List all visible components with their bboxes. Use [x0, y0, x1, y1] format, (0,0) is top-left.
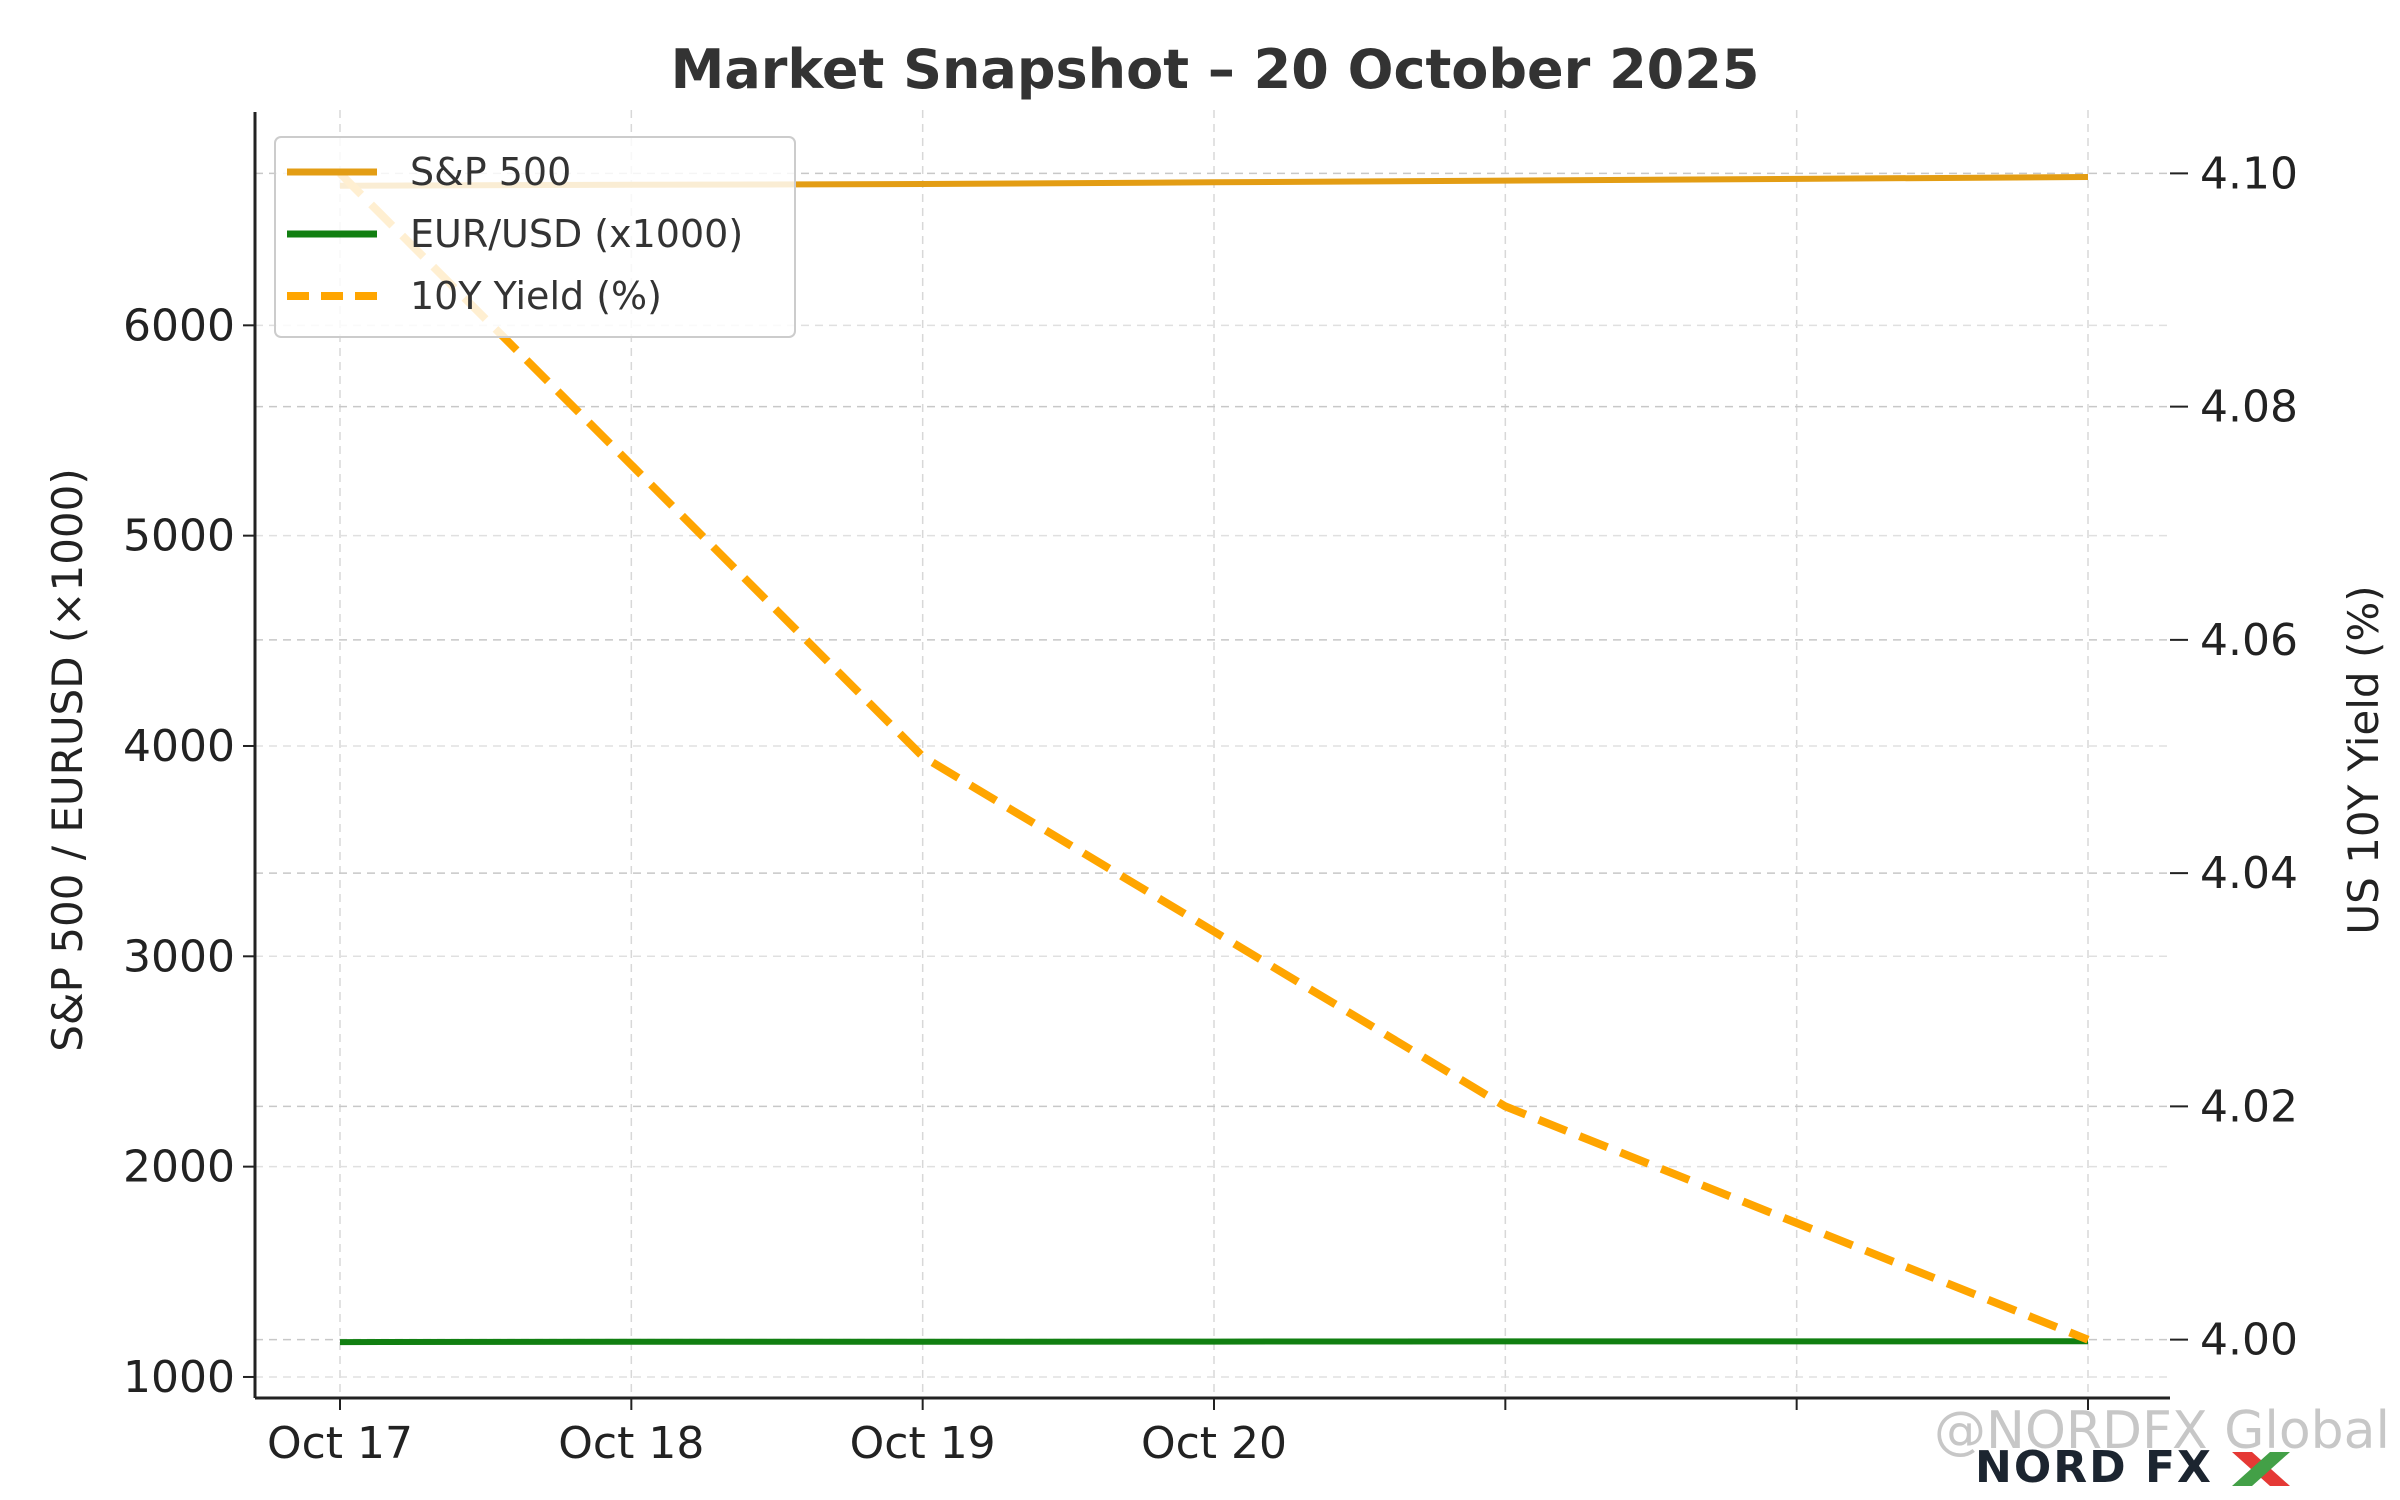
right-tick-label: 4.06 [2200, 615, 2298, 666]
right-tick-label: 4.08 [2200, 382, 2298, 433]
right-tick-label: 4.00 [2200, 1315, 2298, 1366]
left-tick-label: 6000 [123, 300, 235, 351]
axes: Oct 17 Oct 18 Oct 19 Oct 20 1000 2000 3000 4000… [123, 112, 2298, 1469]
left-tick-label: 5000 [123, 511, 235, 562]
left-axis-label: S&P 500 / EURUSD (×1000) [43, 468, 92, 1052]
legend-box [274, 136, 796, 338]
left-tick-label: 4000 [123, 721, 235, 772]
x-tick-label: Oct 17 [267, 1418, 413, 1469]
chart-title: Market Snapshot – 20 October 2025 [671, 38, 1760, 101]
nordfx-watermark: @NORDFX Global NORD FX [1934, 1401, 2390, 1493]
grid [255, 110, 2170, 1398]
legend-label-2: 10Y Yield (%) [410, 274, 662, 318]
watermark-handle: @NORDFX Global [1934, 1401, 2390, 1461]
x-tick-label: Oct 20 [1141, 1418, 1287, 1469]
series-line-2 [337, 170, 2090, 1344]
legend-label-1: EUR/USD (x1000) [410, 212, 743, 256]
left-tick-label: 2000 [123, 1142, 235, 1193]
right-axis-label: US 10Y Yield (%) [2339, 585, 2388, 934]
right-tick-label: 4.02 [2200, 1081, 2298, 1132]
series-line-1 [339, 1338, 2089, 1346]
watermark-logo: NORD FX [1975, 1442, 2213, 1493]
right-tick-label: 4.10 [2200, 148, 2298, 199]
legend: S&P 500 EUR/USD (x1000) 10Y Yield (%) [274, 136, 796, 338]
left-tick-label: 3000 [123, 931, 235, 982]
left-tick-label: 1000 [123, 1352, 235, 1403]
logo-x-stroke-green [2232, 1452, 2290, 1486]
legend-label-0: S&P 500 [410, 150, 571, 194]
x-tick-label: Oct 18 [558, 1418, 704, 1469]
x-tick-label: Oct 19 [850, 1418, 996, 1469]
right-tick-label: 4.04 [2200, 848, 2298, 899]
